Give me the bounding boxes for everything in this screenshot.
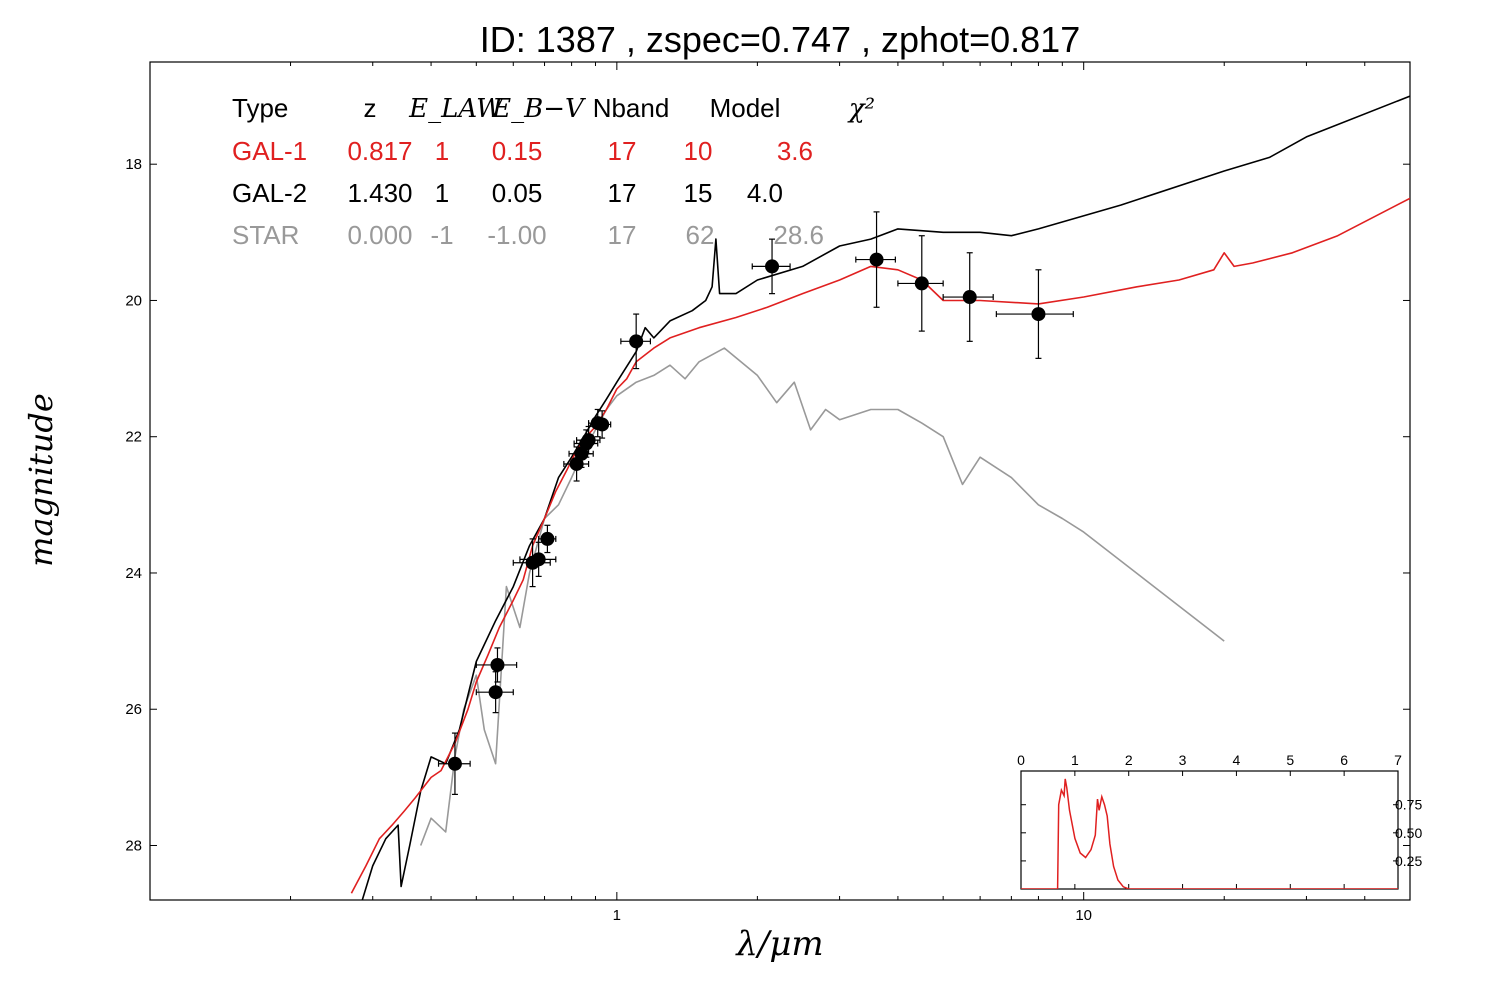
photometry-points (437, 211, 1074, 795)
y-tick-label: 24 (125, 565, 142, 582)
fit-table-header: E_B−V (491, 94, 586, 124)
photometry-point (592, 410, 612, 439)
y-tick-label: 26 (125, 701, 142, 718)
photometry-point (995, 269, 1074, 359)
x-axis-label: λ/μm (734, 924, 823, 964)
inset-y-tick-label: 0.25 (1395, 853, 1422, 869)
fit-table-header: χ² (847, 94, 875, 124)
photometry-point (576, 425, 601, 455)
inset-pdz-curve (1021, 778, 1398, 889)
y-tick-label: 18 (125, 156, 142, 173)
sed-curve-gal-2 (361, 95, 1410, 900)
sed-curve-star (419, 347, 1225, 846)
fit-table-cell: 0.15 (492, 136, 543, 166)
photometry-point (897, 235, 944, 332)
photometry-point (620, 313, 652, 370)
fit-table-cell: 62 (686, 220, 715, 250)
y-tick-label: 28 (125, 837, 142, 854)
inset-axes: 0 1 2 3 4 5 6 7 0.25 0.50 0.75 (1017, 752, 1422, 889)
fit-table-cell: STAR (232, 220, 299, 250)
inset-plot: 0 1 2 3 4 5 6 7 0.25 0.50 0.75 (1017, 752, 1422, 890)
fit-table-cell: 4.0 (747, 178, 783, 208)
fit-table-header: Model (710, 93, 781, 123)
inset-y-tick-label: 0.50 (1395, 825, 1422, 841)
fit-table-cell: -1.00 (487, 220, 546, 250)
fit-table-cell: 17 (608, 178, 637, 208)
fit-table-cell: 1 (435, 136, 449, 166)
inset-y-tick-label: 0.75 (1395, 797, 1422, 813)
x-axis: 1 10 (149, 62, 1411, 924)
x-tick-label: 1 (613, 907, 621, 924)
fit-table-cell: 0.817 (347, 136, 412, 166)
fit-table-cell: 0.000 (347, 220, 412, 250)
inset-x-tick-label: 0 (1017, 752, 1025, 768)
fit-table-cell: -1 (430, 220, 453, 250)
inset-x-tick-label: 6 (1340, 752, 1348, 768)
fit-table-header: Type (232, 93, 288, 123)
inset-x-tick-label: 7 (1394, 752, 1402, 768)
fit-table-header: z (364, 93, 377, 123)
photometry-point (519, 541, 557, 577)
fit-table-cell: GAL-2 (232, 178, 307, 208)
fit-table-cell: 17 (608, 220, 637, 250)
photometry-point (855, 211, 896, 308)
photometry-point (475, 671, 514, 714)
photometry-point (475, 647, 518, 683)
fit-table-cell: 15 (684, 178, 713, 208)
fit-table-header: E_LAW (408, 94, 505, 124)
fit-table-cell: 17 (608, 136, 637, 166)
fit-table-cell: 28.6 (773, 220, 824, 250)
fit-table-cell: 10 (684, 136, 713, 166)
photometry-point (942, 252, 994, 342)
inset-x-tick-label: 2 (1125, 752, 1133, 768)
y-axis-label: magnitude (22, 393, 60, 567)
y-tick-label: 20 (125, 292, 142, 309)
inset-x-tick-label: 5 (1286, 752, 1294, 768)
fit-table-cell: 0.05 (492, 178, 543, 208)
fit-table-cell: 3.6 (777, 136, 813, 166)
inset-x-tick-label: 3 (1179, 752, 1187, 768)
fit-table-cell: GAL-1 (232, 136, 307, 166)
photometry-point (751, 238, 791, 295)
y-tick-label: 22 (125, 429, 142, 446)
inset-x-tick-label: 4 (1233, 752, 1241, 768)
fit-table-cell: 1 (435, 178, 449, 208)
x-tick-label: 10 (1075, 907, 1092, 924)
fit-table-header: Nband (593, 93, 670, 123)
inset-curve (1021, 778, 1398, 889)
inset-x-tick-label: 1 (1071, 752, 1079, 768)
chart-title: ID: 1387 , zspec=0.747 , zphot=0.817 (480, 19, 1080, 60)
plot-frame (149, 61, 1411, 901)
photometry-point (437, 732, 471, 795)
inset-frame (1020, 770, 1399, 890)
fit-table-cell: 1.430 (347, 178, 412, 208)
photometry-point (538, 524, 557, 554)
